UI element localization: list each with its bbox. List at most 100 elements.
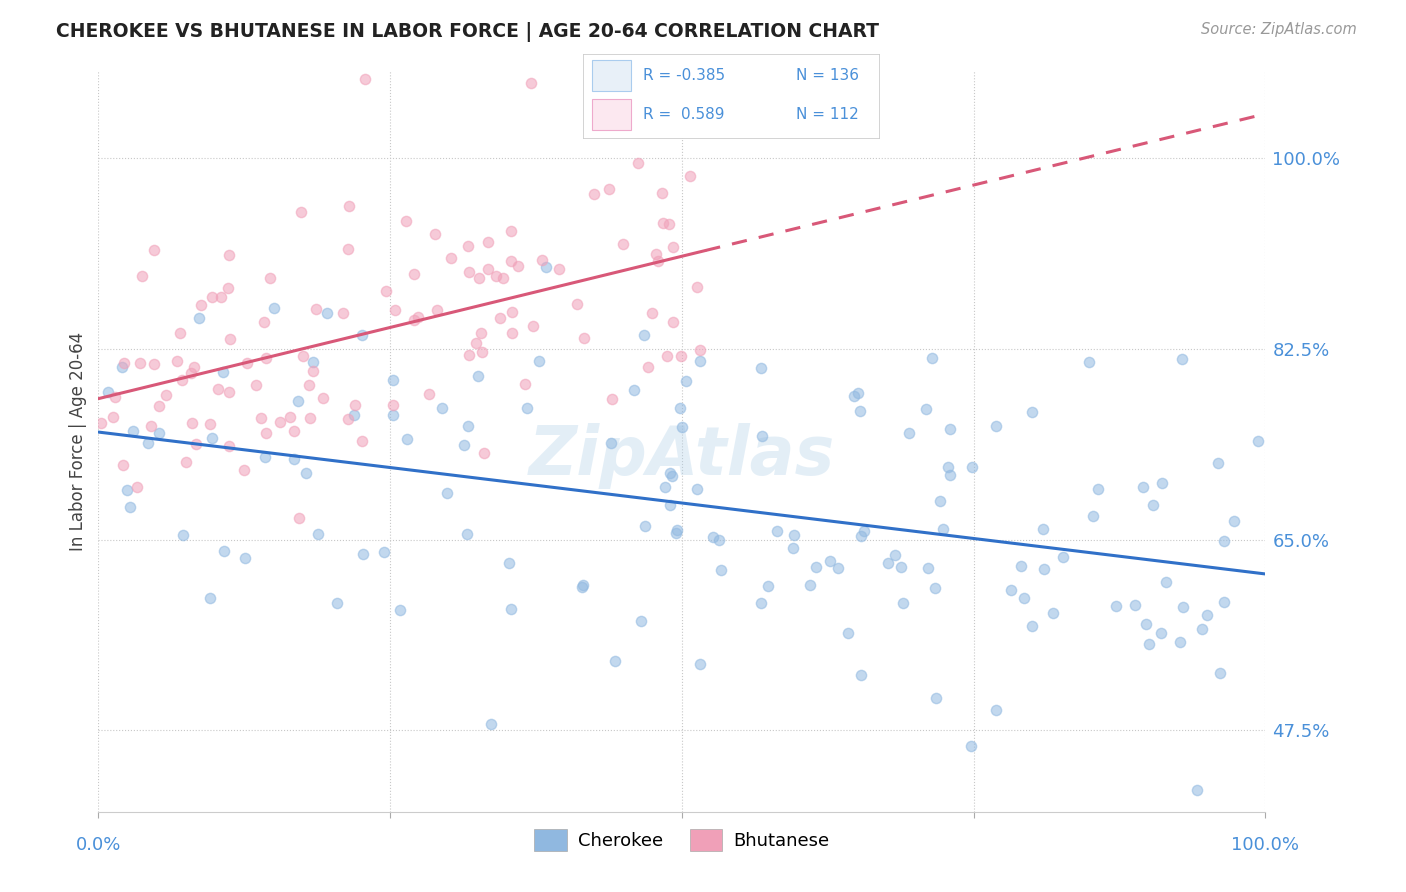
Point xyxy=(188,311,211,326)
Point xyxy=(641,305,664,319)
Point xyxy=(312,391,335,405)
Point xyxy=(352,547,374,561)
Text: 100.0%: 100.0% xyxy=(1232,836,1299,854)
Point xyxy=(112,458,135,472)
Point xyxy=(662,240,685,254)
Point xyxy=(751,429,773,443)
Point xyxy=(389,603,412,617)
Point xyxy=(1042,606,1064,620)
Point xyxy=(457,239,479,253)
Point xyxy=(1213,594,1236,608)
Point xyxy=(655,349,678,363)
Point xyxy=(395,432,418,446)
Point xyxy=(522,318,544,333)
Point xyxy=(679,169,702,183)
Point xyxy=(890,560,912,574)
Point xyxy=(669,401,692,416)
Point xyxy=(305,302,328,317)
Point xyxy=(180,366,202,380)
Point xyxy=(136,435,159,450)
Point xyxy=(1132,480,1154,494)
Point xyxy=(456,527,478,541)
Point xyxy=(710,563,733,577)
Point xyxy=(141,418,163,433)
Point xyxy=(218,384,240,399)
Point xyxy=(917,561,939,575)
Point xyxy=(647,254,669,268)
Point xyxy=(382,398,405,412)
Point xyxy=(600,436,623,450)
Point xyxy=(849,667,872,681)
Point xyxy=(253,315,276,329)
Point xyxy=(799,578,821,592)
Text: Source: ZipAtlas.com: Source: ZipAtlas.com xyxy=(1201,22,1357,37)
Point xyxy=(440,251,463,265)
Point xyxy=(148,399,170,413)
Point xyxy=(343,408,366,422)
Point xyxy=(307,526,329,541)
Point xyxy=(1105,599,1128,614)
Point xyxy=(299,410,322,425)
Point xyxy=(1185,782,1208,797)
Point xyxy=(404,312,426,326)
Point xyxy=(254,426,277,441)
Point xyxy=(426,302,449,317)
Point xyxy=(263,301,285,315)
Point xyxy=(472,445,495,459)
Point xyxy=(118,500,141,514)
Point xyxy=(883,548,905,562)
Point xyxy=(928,494,950,508)
Point xyxy=(249,411,271,425)
Point xyxy=(686,280,709,294)
Point xyxy=(924,691,946,706)
Point xyxy=(326,596,349,610)
Point xyxy=(172,528,194,542)
Point xyxy=(658,218,681,232)
Point xyxy=(1223,515,1246,529)
Point xyxy=(516,401,538,415)
Point xyxy=(259,271,281,285)
Point xyxy=(218,248,240,262)
Point xyxy=(572,331,595,345)
Point xyxy=(373,545,395,559)
Point xyxy=(853,524,876,538)
Point xyxy=(1135,617,1157,632)
Point xyxy=(707,533,730,547)
Point xyxy=(921,351,943,366)
Point xyxy=(198,417,221,431)
Point xyxy=(209,290,232,304)
Point xyxy=(827,561,849,575)
Point xyxy=(530,252,553,267)
Point xyxy=(501,224,523,238)
Point xyxy=(1150,475,1173,490)
Point xyxy=(128,356,150,370)
Point xyxy=(457,349,479,363)
Point xyxy=(212,544,235,558)
Text: CHEROKEE VS BHUTANESE IN LABOR FORCE | AGE 20-64 CORRELATION CHART: CHEROKEE VS BHUTANESE IN LABOR FORCE | A… xyxy=(56,22,879,42)
Point xyxy=(477,262,499,277)
Point xyxy=(897,426,920,441)
Point xyxy=(1191,622,1213,636)
Point xyxy=(269,415,291,429)
Point xyxy=(571,580,593,594)
Point xyxy=(115,483,138,497)
Point xyxy=(1137,637,1160,651)
Point xyxy=(513,377,536,392)
Point xyxy=(1150,625,1173,640)
Point xyxy=(423,227,446,241)
Point xyxy=(915,401,938,416)
Point xyxy=(122,424,145,438)
Point xyxy=(394,214,416,228)
Point xyxy=(254,450,277,465)
Point xyxy=(634,519,657,533)
Point xyxy=(489,310,512,325)
Point xyxy=(1000,582,1022,597)
Point xyxy=(288,511,311,525)
Point xyxy=(849,529,872,543)
Point xyxy=(1032,522,1054,536)
Point xyxy=(1168,634,1191,648)
Point xyxy=(501,254,523,268)
Point xyxy=(848,404,870,418)
Point xyxy=(842,389,865,403)
Point xyxy=(1077,355,1099,369)
